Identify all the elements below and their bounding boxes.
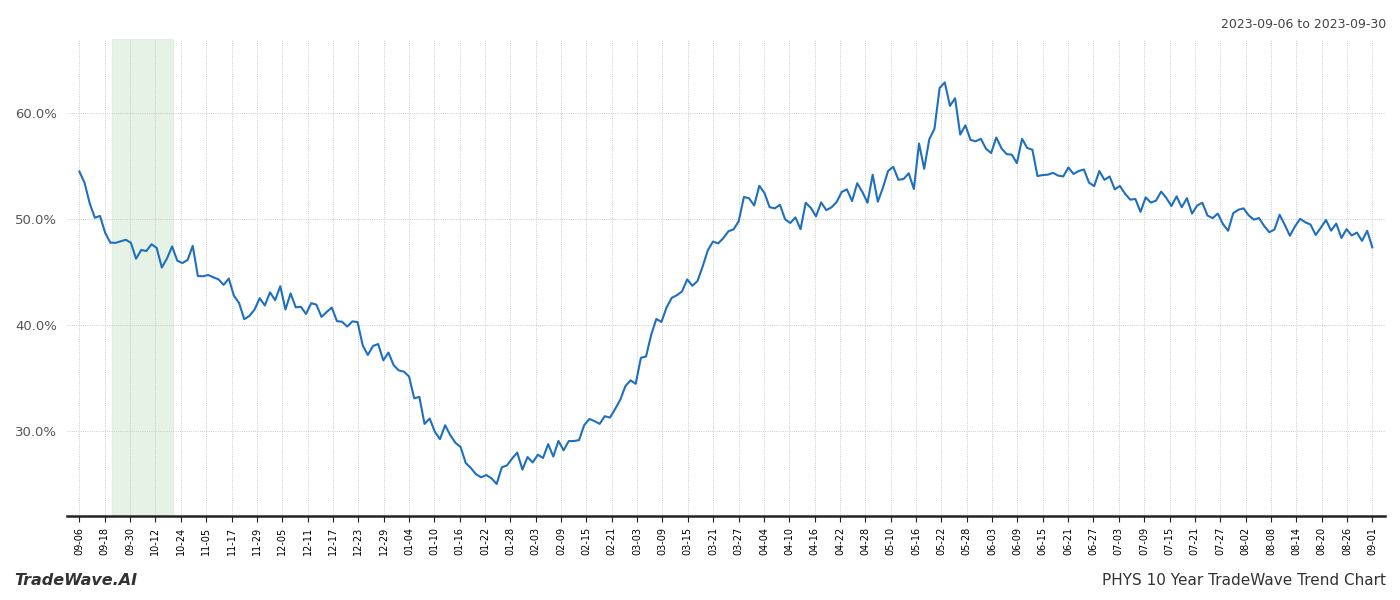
Bar bbox=[112, 39, 174, 516]
Text: 2023-09-06 to 2023-09-30: 2023-09-06 to 2023-09-30 bbox=[1221, 18, 1386, 31]
Text: PHYS 10 Year TradeWave Trend Chart: PHYS 10 Year TradeWave Trend Chart bbox=[1102, 573, 1386, 588]
Text: TradeWave.AI: TradeWave.AI bbox=[14, 573, 137, 588]
